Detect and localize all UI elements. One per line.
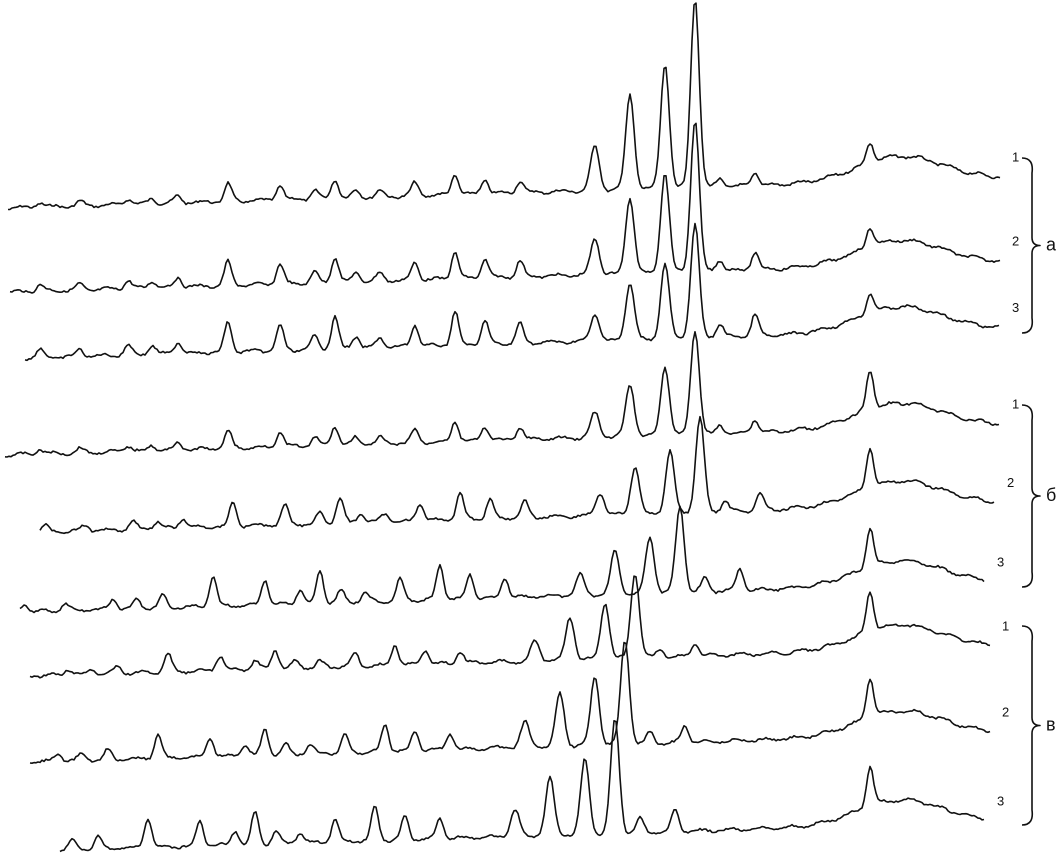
- trace-label: 3: [1012, 300, 1019, 315]
- trace-label: 2: [1012, 234, 1019, 249]
- trace-label: 1: [1012, 397, 1019, 412]
- group-label: в: [1046, 714, 1056, 734]
- brace: [1021, 157, 1041, 334]
- trace: [39, 415, 995, 535]
- trace: [29, 641, 991, 764]
- trace: [9, 122, 1001, 294]
- trace: [7, 2, 1001, 211]
- group-label: б: [1046, 485, 1056, 505]
- trace: [29, 575, 991, 679]
- brace: [1021, 625, 1041, 826]
- trace: [59, 720, 985, 853]
- trace: [19, 505, 985, 614]
- brace: [1021, 404, 1041, 588]
- trace-label: 2: [1007, 475, 1014, 490]
- trace: [24, 222, 1000, 362]
- trace-label: 1: [1002, 619, 1009, 634]
- trace-label: 3: [997, 794, 1004, 809]
- trace-label: 1: [1012, 150, 1019, 165]
- trace-label: 3: [997, 554, 1004, 569]
- trace-label: 2: [1002, 705, 1009, 720]
- trace: [4, 331, 1000, 458]
- group-label: а: [1046, 234, 1057, 254]
